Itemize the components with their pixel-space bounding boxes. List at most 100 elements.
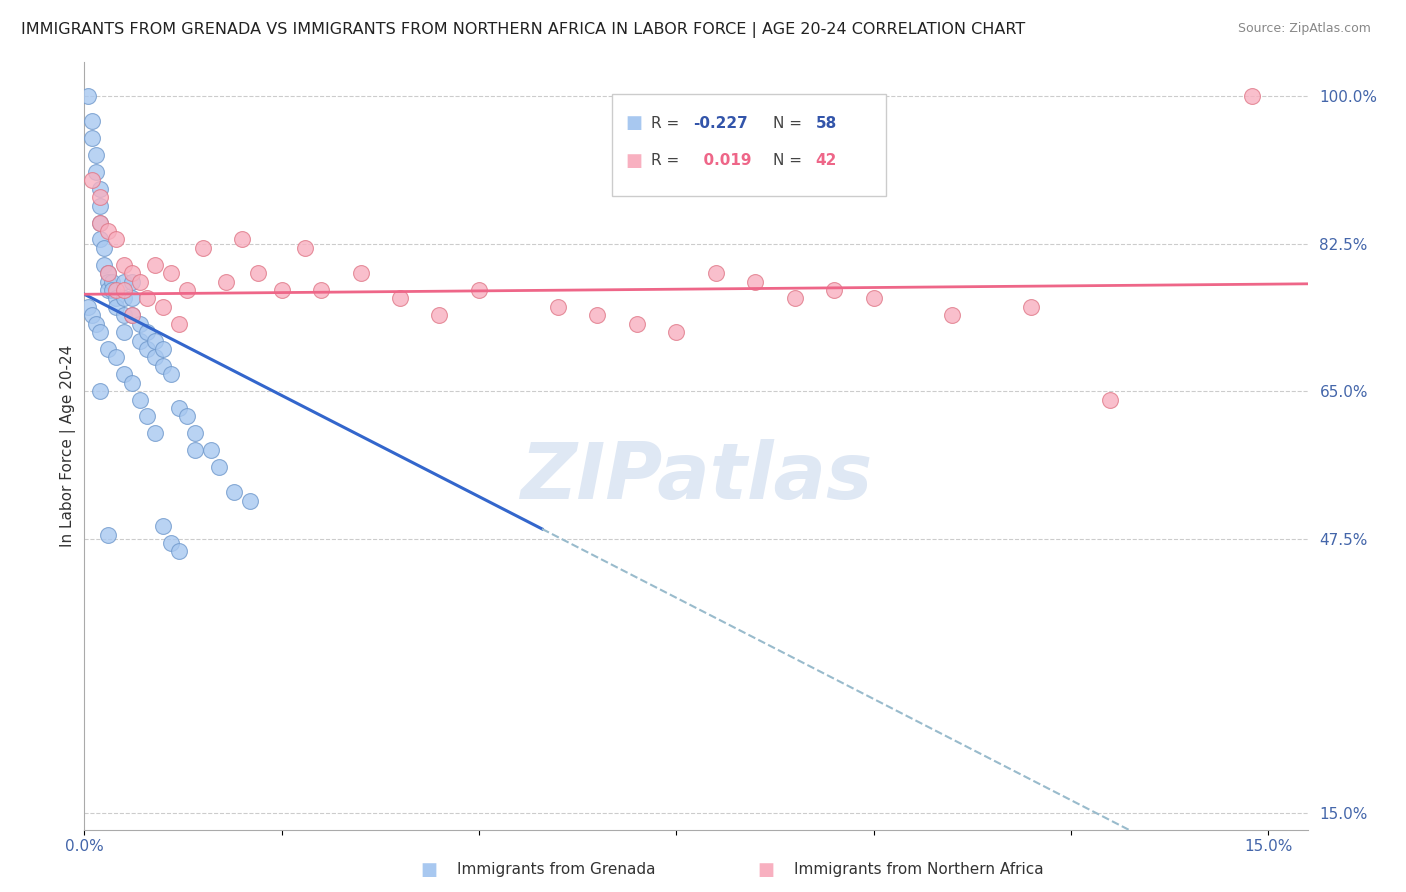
Point — [200, 443, 222, 458]
Point — [349, 266, 371, 280]
Point — [176, 409, 198, 424]
Point — [586, 309, 609, 323]
Point — [145, 351, 167, 365]
Point — [468, 283, 491, 297]
Point — [82, 173, 104, 187]
Point — [783, 292, 806, 306]
Point — [152, 342, 174, 356]
Text: R =: R = — [651, 116, 685, 130]
Point — [136, 292, 159, 306]
Point — [112, 258, 135, 272]
Point — [145, 334, 167, 348]
Point — [136, 409, 159, 424]
Point — [270, 283, 292, 297]
Point — [112, 283, 135, 297]
Point — [82, 114, 104, 128]
Point — [97, 224, 120, 238]
Text: Immigrants from Grenada: Immigrants from Grenada — [457, 863, 655, 877]
Point — [1241, 89, 1264, 103]
Point — [167, 401, 190, 415]
Point — [84, 165, 107, 179]
Point — [93, 241, 115, 255]
Point — [101, 275, 124, 289]
Text: Source: ZipAtlas.com: Source: ZipAtlas.com — [1237, 22, 1371, 36]
Point — [145, 258, 167, 272]
Point — [112, 325, 135, 339]
Point — [112, 309, 135, 323]
Point — [121, 376, 143, 390]
Point — [89, 216, 111, 230]
Point — [145, 426, 167, 441]
Text: ZIPatlas: ZIPatlas — [520, 439, 872, 515]
Point — [97, 527, 120, 541]
Point — [89, 190, 111, 204]
Point — [121, 266, 143, 280]
Text: ■: ■ — [626, 152, 643, 169]
Point — [128, 317, 150, 331]
Point — [704, 266, 727, 280]
Point — [104, 232, 127, 246]
Point — [112, 368, 135, 382]
Point — [128, 275, 150, 289]
Point — [152, 300, 174, 314]
Point — [1099, 392, 1122, 407]
Point — [93, 258, 115, 272]
Point — [184, 443, 207, 458]
Point — [89, 232, 111, 246]
Point — [160, 368, 183, 382]
Text: ■: ■ — [420, 861, 437, 879]
Point — [862, 292, 884, 306]
Point — [215, 275, 238, 289]
Point — [309, 283, 332, 297]
Point — [97, 283, 120, 297]
Point — [121, 292, 143, 306]
Point — [104, 283, 127, 297]
Point — [429, 309, 451, 323]
Point — [89, 199, 111, 213]
Text: 58: 58 — [815, 116, 837, 130]
Text: N =: N = — [773, 116, 807, 130]
Point — [744, 275, 766, 289]
Point — [104, 292, 127, 306]
Point — [231, 232, 253, 246]
Point — [89, 216, 111, 230]
Point — [128, 334, 150, 348]
Point — [112, 275, 135, 289]
Point — [104, 300, 127, 314]
Text: ■: ■ — [626, 114, 643, 132]
Point — [84, 317, 107, 331]
Point — [136, 325, 159, 339]
Text: ■: ■ — [758, 861, 775, 879]
Point — [97, 266, 120, 280]
Point — [167, 544, 190, 558]
Point — [239, 493, 262, 508]
Point — [97, 342, 120, 356]
Point — [101, 283, 124, 297]
Point — [941, 309, 963, 323]
Point — [136, 342, 159, 356]
Point — [294, 241, 316, 255]
Point — [160, 536, 183, 550]
Point — [112, 292, 135, 306]
Point — [626, 317, 648, 331]
Text: N =: N = — [773, 153, 807, 168]
Point — [665, 325, 688, 339]
Point — [82, 309, 104, 323]
Text: 42: 42 — [815, 153, 837, 168]
Point — [152, 519, 174, 533]
Point — [389, 292, 412, 306]
Point — [547, 300, 569, 314]
Point — [121, 309, 143, 323]
Y-axis label: In Labor Force | Age 20-24: In Labor Force | Age 20-24 — [60, 345, 76, 547]
Point — [1021, 300, 1043, 314]
Point — [176, 283, 198, 297]
Point — [823, 283, 845, 297]
Point — [121, 275, 143, 289]
Point — [97, 275, 120, 289]
Point — [121, 309, 143, 323]
Point — [128, 392, 150, 407]
Point — [97, 266, 120, 280]
Point — [104, 351, 127, 365]
Point — [184, 426, 207, 441]
Point — [191, 241, 214, 255]
